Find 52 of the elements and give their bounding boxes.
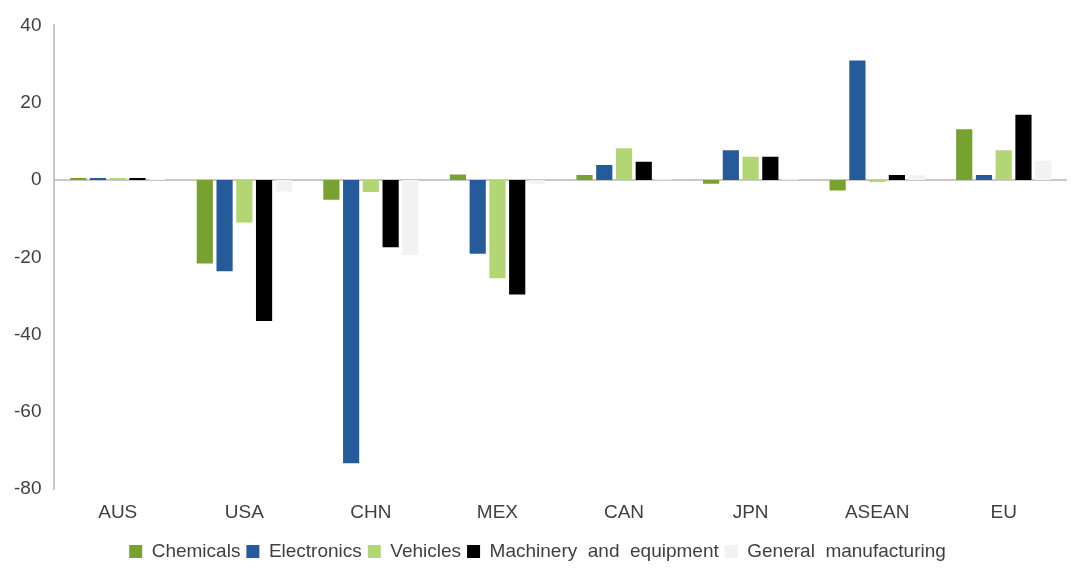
y-tick-label: -40 bbox=[13, 322, 42, 344]
legend-label: Electronics bbox=[268, 539, 362, 561]
bar bbox=[382, 180, 399, 248]
legend-label: General manufacturing bbox=[747, 539, 946, 561]
bar bbox=[722, 150, 739, 180]
bar bbox=[888, 174, 905, 180]
bar bbox=[323, 180, 340, 200]
bar bbox=[703, 180, 720, 184]
bar bbox=[236, 180, 253, 223]
y-tick-label: 40 bbox=[20, 13, 42, 35]
bar bbox=[489, 180, 506, 279]
y-tick-label: -20 bbox=[13, 245, 42, 267]
x-tick-label: CAN bbox=[603, 500, 645, 522]
bar bbox=[596, 164, 613, 180]
bar bbox=[956, 129, 973, 180]
x-tick-label: AUS bbox=[98, 500, 138, 522]
bar bbox=[762, 156, 779, 180]
bar bbox=[528, 180, 546, 184]
bar bbox=[829, 180, 846, 191]
bar bbox=[362, 180, 379, 192]
bar bbox=[576, 174, 593, 180]
x-tick-label: JPN bbox=[732, 500, 769, 522]
bar bbox=[216, 180, 233, 272]
bar bbox=[635, 161, 652, 180]
bar bbox=[908, 175, 925, 180]
bar bbox=[449, 174, 467, 180]
bar bbox=[975, 174, 993, 180]
bar bbox=[995, 150, 1012, 180]
bar bbox=[343, 180, 360, 464]
bar bbox=[402, 180, 419, 255]
bar bbox=[509, 180, 526, 295]
x-tick-label: CHN bbox=[350, 500, 392, 522]
x-tick-label: ASEAN bbox=[844, 500, 910, 522]
y-tick-label: -80 bbox=[13, 477, 42, 499]
x-tick-label: USA bbox=[224, 500, 265, 522]
legend-label: Chemicals bbox=[151, 539, 241, 561]
bar bbox=[275, 180, 292, 192]
bar bbox=[1015, 114, 1032, 180]
bar bbox=[615, 148, 633, 180]
y-tick-label: 20 bbox=[20, 90, 42, 112]
x-tick-label: EU bbox=[990, 500, 1017, 522]
bar bbox=[849, 60, 866, 180]
bar bbox=[196, 180, 213, 264]
bar bbox=[742, 156, 759, 180]
legend-label: Vehicles bbox=[390, 539, 462, 561]
bar bbox=[255, 180, 273, 322]
y-tick-label: -60 bbox=[13, 400, 42, 422]
x-tick-label: MEX bbox=[476, 500, 519, 522]
bar bbox=[469, 180, 486, 254]
bar bbox=[1035, 160, 1052, 180]
y-tick-label: 0 bbox=[30, 168, 42, 190]
legend-label: Machinery and equipment bbox=[489, 539, 720, 561]
